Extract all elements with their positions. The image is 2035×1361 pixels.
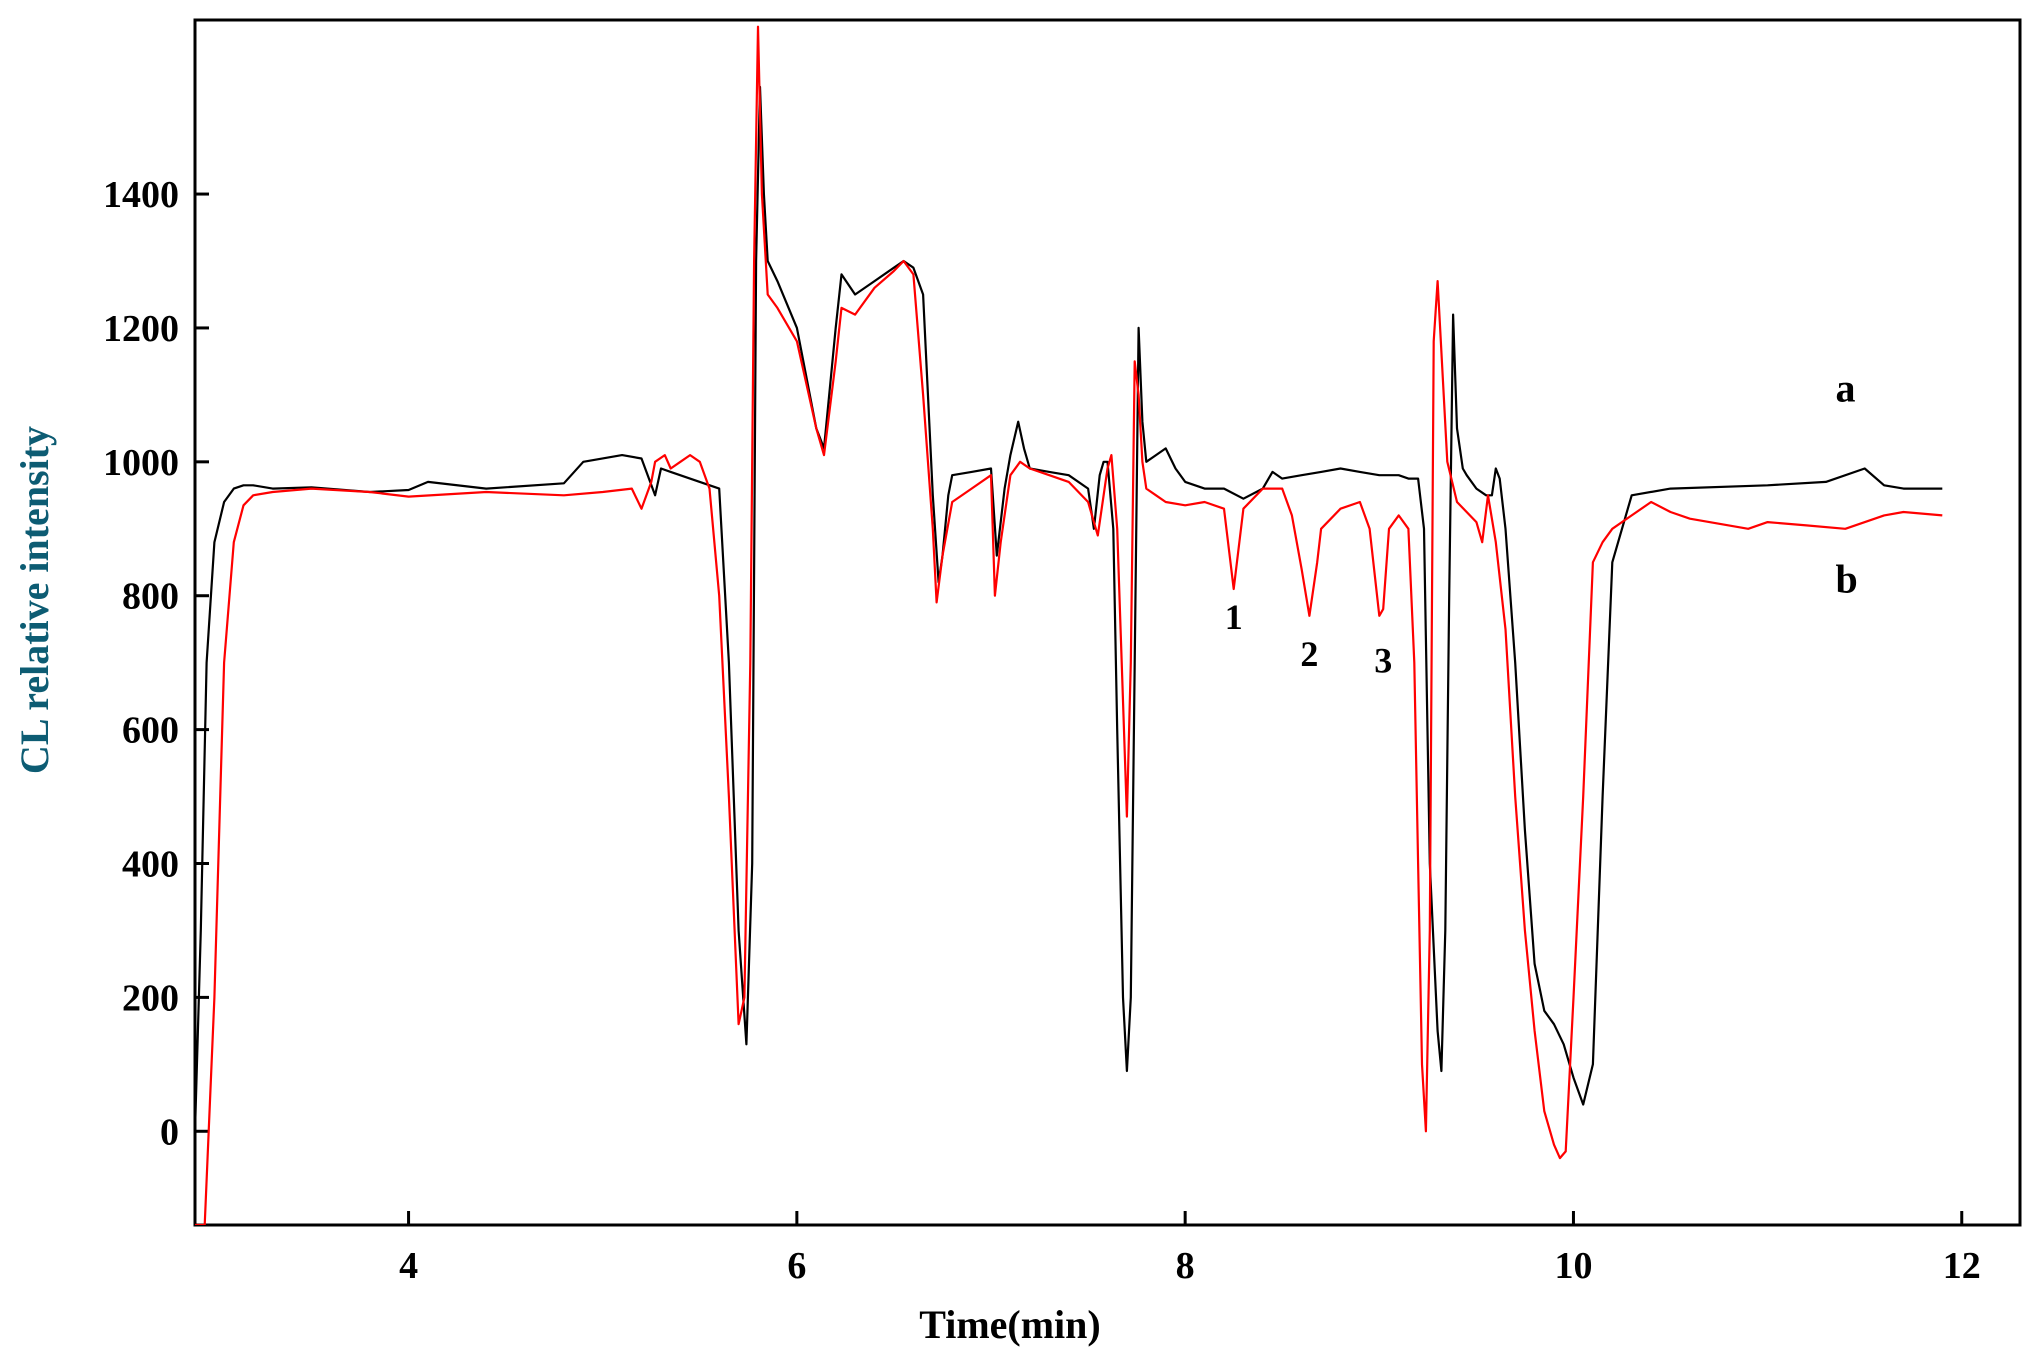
y-tick-label-1200: 1200: [103, 308, 179, 350]
y-axis-title: CL relative intensity: [12, 426, 57, 774]
series-layer: ab: [195, 25, 1943, 1225]
y-tick-label-0: 0: [160, 1111, 179, 1153]
series-label-a: a: [1836, 366, 1856, 411]
y-tick-label-1400: 1400: [103, 174, 179, 216]
series-line-a: [195, 85, 1943, 1132]
y-tick-label-600: 600: [122, 710, 179, 752]
peak-annotation-1: 1: [1225, 597, 1243, 637]
x-tick-label-12: 12: [1943, 1245, 1981, 1287]
y-axis: 0 200 400 600 800 1000 1200 1400: [103, 174, 209, 1153]
x-tick-label-8: 8: [1176, 1245, 1195, 1287]
peak-annotation-2: 2: [1300, 634, 1318, 674]
annotation-layer: 1 2 3: [1225, 597, 1392, 681]
series-label-b: b: [1836, 556, 1858, 601]
y-tick-label-800: 800: [122, 576, 179, 618]
peak-annotation-3: 3: [1374, 641, 1392, 681]
x-tick-label-10: 10: [1554, 1245, 1592, 1287]
x-axis: 4 6 8 10 12: [399, 1211, 1981, 1287]
x-axis-title: Time(min): [919, 1302, 1100, 1347]
y-tick-label-200: 200: [122, 977, 179, 1019]
series-line-b: [195, 25, 1943, 1225]
x-tick-label-6: 6: [787, 1245, 806, 1287]
plot-frame: [193, 18, 2022, 1227]
y-tick-label-400: 400: [122, 844, 179, 886]
x-tick-label-4: 4: [399, 1245, 418, 1287]
y-tick-label-1000: 1000: [103, 442, 179, 484]
